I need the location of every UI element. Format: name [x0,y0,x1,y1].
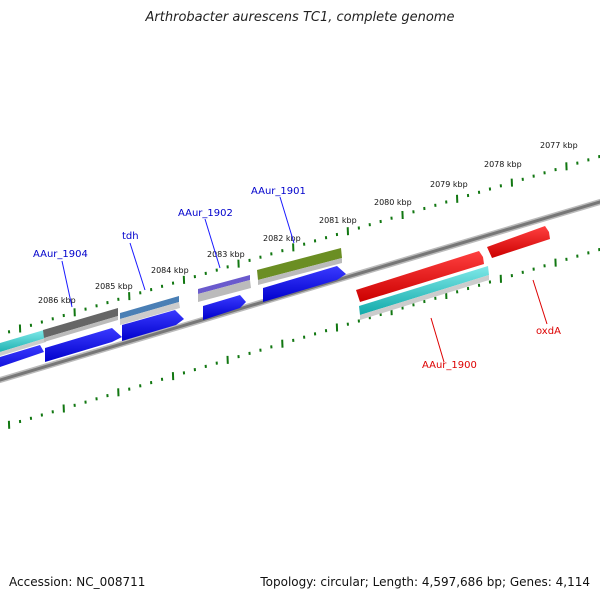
feature-purple-aaur1902 [198,275,251,302]
gene-leaders [61,196,548,363]
tick-label-2080: 2080 kbp [374,198,412,207]
gene-label-aaur1901[interactable]: AAur_1901 [251,186,306,197]
gene-label-aaur1902[interactable]: AAur_1902 [178,208,233,219]
feature-cyan-aaur1900 [359,266,489,320]
cds-arrow-4 [203,295,246,320]
tick-label-2077: 2077 kbp [540,141,578,150]
cds-arrow-3 [122,310,184,341]
tick-label-2083: 2083 kbp [207,250,245,259]
tick-label-2081: 2081 kbp [319,216,357,225]
accession-label: Accession: NC_008711 [9,575,146,589]
forward-features [0,248,346,367]
tick-label-2085: 2085 kbp [95,282,133,291]
reverse-features [356,226,550,320]
feature-olive-aaur1901 [257,248,342,285]
tick-label-2086: 2086 kbp [38,296,76,305]
feature-gray-aaur1904 [43,308,118,342]
cds-arrow-2 [45,328,122,362]
gene-label-tdh[interactable]: tdh [122,231,139,242]
gene-label-oxda[interactable]: oxdA [536,326,561,337]
feature-red-aaur1900 [356,251,484,302]
tick-label-2082: 2082 kbp [263,234,301,243]
map-title: Arthrobacter aurescens TC1, complete gen… [145,10,455,25]
cds-arrow-1 [0,345,44,367]
upper-tick-track [7,155,600,334]
feature-steelblue-tdh [120,296,180,325]
tick-label-2084: 2084 kbp [151,266,189,275]
gene-label-aaur1900[interactable]: AAur_1900 [422,360,477,371]
tick-label-2078: 2078 kbp [484,160,522,169]
feature-red-oxda [487,226,550,258]
lower-tick-track [7,248,600,429]
feature-cyan-left [0,330,46,356]
cds-arrow-5 [263,266,346,302]
tick-label-2079: 2079 kbp [430,180,468,189]
gene-label-aaur1904[interactable]: AAur_1904 [33,249,88,260]
gene-labels: AAur_1904 tdh AAur_1902 AAur_1901 AAur_1… [33,186,561,371]
position-labels: 2077 kbp 2078 kbp 2079 kbp 2080 kbp 2081… [38,141,578,305]
genome-stats-label: Topology: circular; Length: 4,597,686 bp… [260,575,590,589]
